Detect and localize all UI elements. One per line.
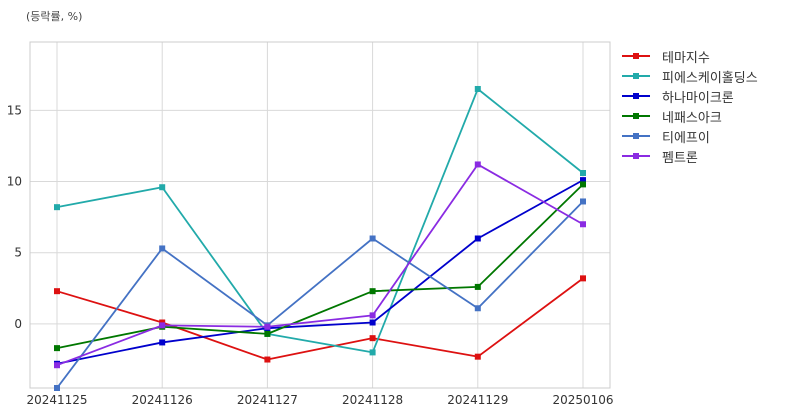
legend-item: 티에프이 bbox=[622, 126, 758, 146]
grid bbox=[30, 42, 610, 388]
legend-swatch bbox=[622, 70, 650, 82]
legend-item: 테마지수 bbox=[622, 46, 758, 66]
legend-label: 피에스케이홀딩스 bbox=[662, 70, 758, 86]
legend-swatch bbox=[622, 110, 650, 122]
legend-item: 피에스케이홀딩스 bbox=[622, 66, 758, 86]
legend-item: 네패스아크 bbox=[622, 106, 758, 126]
y-axis-ticks: 0 5 10 15 bbox=[7, 103, 22, 331]
data-point bbox=[474, 305, 481, 312]
legend-label: 네패스아크 bbox=[662, 110, 722, 126]
data-point bbox=[54, 362, 60, 369]
x-tick-label: 20241125 bbox=[26, 393, 87, 407]
legend-label: 테마지수 bbox=[662, 50, 710, 66]
data-point bbox=[369, 288, 376, 295]
plot-frame bbox=[29, 41, 611, 389]
data-point bbox=[369, 312, 376, 319]
series-line bbox=[56, 200, 584, 389]
series-line bbox=[56, 88, 584, 354]
data-point bbox=[159, 339, 166, 346]
data-point bbox=[580, 181, 586, 188]
data-point bbox=[580, 275, 586, 282]
data-point bbox=[580, 221, 586, 228]
legend-swatch bbox=[622, 130, 650, 142]
legend-swatch bbox=[622, 90, 650, 102]
data-point bbox=[474, 283, 481, 290]
data-point bbox=[54, 345, 60, 352]
x-tick-label: 20241126 bbox=[132, 393, 193, 407]
series-1 bbox=[54, 85, 586, 356]
series-4 bbox=[54, 198, 586, 391]
data-point bbox=[369, 349, 376, 356]
data-point bbox=[264, 356, 271, 363]
data-point bbox=[474, 161, 481, 168]
legend-swatch bbox=[622, 150, 650, 162]
series-lines bbox=[54, 85, 586, 391]
data-point bbox=[369, 319, 376, 326]
data-point bbox=[264, 330, 271, 337]
data-point bbox=[54, 204, 60, 211]
data-point bbox=[54, 385, 60, 391]
data-point bbox=[580, 177, 586, 184]
series-2 bbox=[54, 177, 586, 367]
data-point bbox=[369, 235, 376, 242]
y-tick-label: 5 bbox=[14, 246, 22, 260]
data-point bbox=[580, 169, 586, 176]
series-line bbox=[56, 163, 584, 367]
series-line bbox=[56, 183, 584, 350]
data-point bbox=[474, 353, 481, 360]
series-line bbox=[56, 179, 584, 365]
data-point bbox=[54, 288, 60, 295]
series-5 bbox=[54, 161, 586, 369]
x-tick-label: 20241127 bbox=[237, 393, 298, 407]
y-tick-label: 10 bbox=[7, 175, 22, 189]
series-0 bbox=[54, 275, 586, 363]
legend-label: 티에프이 bbox=[662, 130, 710, 146]
data-point bbox=[264, 323, 271, 330]
unit-label: (등락률, %) bbox=[26, 10, 83, 23]
data-point bbox=[159, 322, 166, 329]
legend-item: 하나마이크론 bbox=[622, 86, 758, 106]
legend-item: 펨트론 bbox=[622, 146, 758, 166]
data-point bbox=[159, 184, 166, 191]
x-axis-ticks: 20241125 20241126 20241127 20241128 20241129… bbox=[26, 393, 613, 407]
series-line bbox=[56, 277, 584, 361]
x-tick-label: 20241128 bbox=[342, 393, 403, 407]
data-point bbox=[159, 245, 166, 252]
legend-label: 펨트론 bbox=[662, 150, 698, 166]
y-tick-label: 15 bbox=[7, 103, 22, 117]
legend-swatch bbox=[622, 50, 650, 62]
data-point bbox=[580, 198, 586, 205]
legend-label: 하나마이크론 bbox=[662, 90, 734, 106]
data-point bbox=[474, 85, 481, 92]
x-tick-label: 20250106 bbox=[552, 393, 613, 407]
data-point bbox=[474, 235, 481, 242]
y-tick-label: 0 bbox=[14, 317, 22, 331]
x-tick-label: 20241129 bbox=[447, 393, 508, 407]
data-point bbox=[369, 335, 376, 342]
